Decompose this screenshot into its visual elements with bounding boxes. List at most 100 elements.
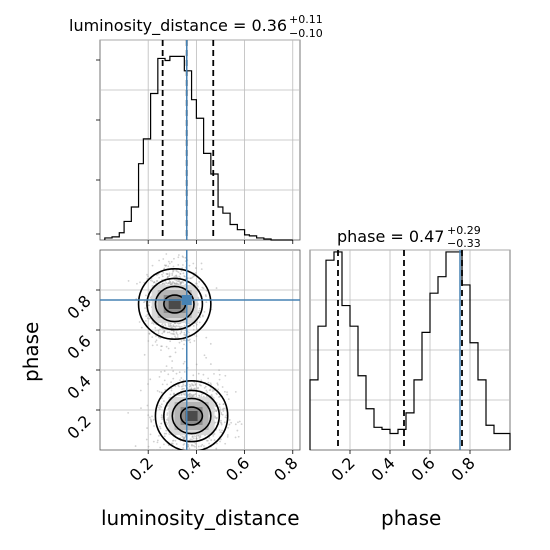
joint-truth-crosshair — [100, 250, 300, 450]
scatter-point — [157, 329, 160, 332]
scatter-point — [178, 275, 181, 278]
scatter-point — [203, 354, 206, 357]
scatter-point — [180, 329, 183, 332]
scatter-point — [165, 272, 168, 275]
scatter-point — [237, 421, 239, 424]
scatter-point — [194, 387, 196, 390]
scatter-point — [179, 326, 182, 329]
scatter-point — [178, 371, 181, 374]
scatter-point — [163, 379, 166, 382]
scatter-point — [160, 370, 162, 373]
scatter-point — [171, 360, 174, 362]
luminosity-ticks — [96, 59, 294, 244]
scatter-point — [147, 275, 149, 278]
scatter-point — [172, 281, 175, 284]
scatter-point — [169, 393, 172, 396]
scatter-point — [164, 323, 166, 325]
scatter-point — [219, 408, 222, 411]
scatter-point — [206, 439, 209, 442]
scatter-point — [147, 340, 150, 342]
scatter-point — [161, 332, 164, 335]
scatter-point — [169, 283, 172, 285]
scatter-point — [147, 414, 150, 417]
scatter-point — [214, 416, 217, 419]
scatter-point — [175, 331, 178, 334]
scatter-point — [183, 442, 186, 445]
scatter-point — [222, 407, 225, 410]
scatter-point — [146, 427, 148, 429]
scatter-point — [169, 281, 172, 283]
scatter-point — [203, 386, 206, 389]
scatter-point — [197, 372, 200, 375]
scatter-point — [216, 382, 219, 385]
scatter-point — [228, 419, 231, 421]
scatter-point — [210, 383, 212, 386]
scatter-point — [230, 421, 233, 424]
scatter-point — [171, 282, 173, 285]
scatter-point — [209, 342, 212, 345]
scatter-point — [184, 333, 187, 336]
scatter-point — [167, 282, 170, 285]
scatter-point — [195, 282, 198, 285]
scatter-point — [197, 386, 199, 389]
scatter-point — [156, 280, 159, 282]
scatter-point — [197, 387, 199, 390]
scatter-point — [172, 439, 175, 442]
scatter-point — [146, 404, 149, 407]
scatter-point — [196, 449, 199, 450]
scatter-point — [195, 437, 198, 440]
scatter-point — [234, 423, 237, 426]
scatter-point — [156, 389, 159, 392]
scatter-point — [151, 336, 154, 339]
scatter-point — [177, 322, 180, 325]
scatter-point — [175, 269, 178, 272]
scatter-point — [201, 443, 204, 446]
scatter-point — [216, 442, 218, 445]
scatter-point — [183, 360, 186, 363]
scatter-point — [188, 393, 191, 395]
scatter-point — [152, 440, 155, 443]
scatter-point — [169, 324, 172, 327]
scatter-point — [165, 365, 168, 368]
scatter-point — [198, 309, 201, 312]
scatter-point — [158, 336, 161, 339]
scatter-point — [176, 449, 179, 450]
scatter-point — [218, 396, 220, 398]
scatter-point — [188, 393, 190, 396]
luminosity-title-sub: −0.10 — [289, 27, 323, 40]
scatter-point — [200, 395, 203, 398]
scatter-point — [174, 336, 177, 339]
scatter-point — [224, 416, 227, 419]
scatter-point — [205, 289, 208, 292]
scatter-point — [175, 325, 178, 327]
scatter-point — [180, 331, 183, 334]
scatter-point — [163, 267, 166, 270]
scatter-point — [173, 392, 175, 395]
scatter-point — [161, 345, 163, 348]
scatter-point — [192, 444, 195, 447]
scatter-point — [183, 437, 186, 440]
scatter-point — [191, 444, 193, 447]
scatter-point — [148, 416, 151, 419]
scatter-point — [194, 271, 197, 274]
scatter-point — [175, 275, 178, 278]
scatter-point — [159, 337, 162, 340]
scatter-point — [182, 447, 185, 449]
scatter-point — [222, 403, 225, 406]
scatter-point — [198, 437, 201, 439]
scatter-point — [173, 282, 176, 285]
panel-luminosity-marginal: luminosity_distance = 0.36 +0.11 −0.10 — [69, 13, 323, 244]
scatter-point — [183, 436, 186, 439]
scatter-point — [212, 388, 214, 391]
scatter-point — [166, 383, 168, 386]
scatter-point — [182, 256, 185, 259]
scatter-point — [127, 280, 130, 282]
scatter-point — [188, 322, 191, 325]
scatter-point — [188, 395, 191, 398]
scatter-point — [166, 282, 169, 285]
contour-line — [163, 389, 221, 443]
scatter-point — [209, 363, 212, 365]
scatter-point — [189, 438, 192, 441]
scatter-point — [166, 331, 169, 334]
scatter-point — [181, 435, 184, 438]
